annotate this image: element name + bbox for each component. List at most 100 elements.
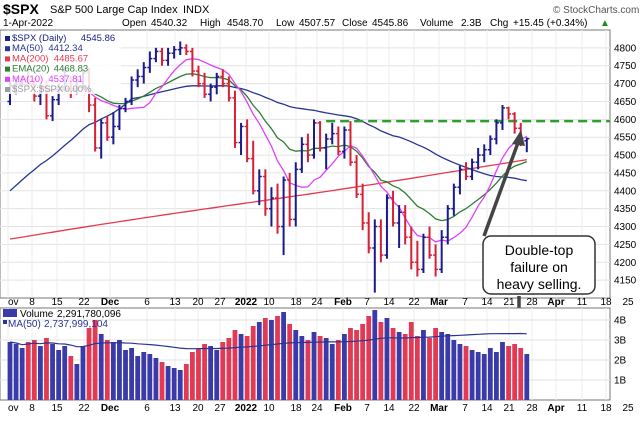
price-bar [299, 137, 305, 173]
legend-label: MA(50) [12, 43, 43, 54]
volume-bar [512, 344, 518, 400]
volume-bar [299, 336, 305, 400]
price-x-tick-label: 14 [383, 297, 395, 308]
volume-x-tick-label: 15 [51, 403, 63, 414]
volume-bar [451, 340, 457, 400]
price-x-axis: ov 8 15 22 Dec 6 13 20 27 2022 10 18 24 Feb 7 14 22 Mar 7 1… [8, 297, 634, 308]
price-bar [262, 169, 268, 216]
price-bar [427, 226, 433, 259]
chart-date: 1-Apr-2022 [3, 18, 53, 29]
volume-bar [250, 326, 256, 400]
volume-x-tick-label: 14 [383, 403, 395, 414]
volume-label: Volume [420, 18, 454, 29]
price-bar [268, 187, 274, 227]
price-bar [135, 69, 141, 88]
volume-bar [141, 352, 147, 400]
price-bar [50, 96, 56, 122]
volume-legend-label: Volume [20, 309, 54, 320]
price-bar [281, 176, 287, 256]
volume-x-tick-label: 13 [169, 403, 181, 414]
price-y-tick-label: 4700 [614, 79, 637, 90]
volume-bar [183, 364, 189, 400]
volume-bar [153, 358, 159, 400]
volume-bar [275, 316, 280, 400]
price-panel: 4150 4200 4250 4300 4350 4400 4450 4500 4550 4600… [0, 29, 637, 346]
legend-swatch [5, 56, 10, 62]
price-bar [220, 69, 226, 88]
volume-bar [360, 324, 366, 400]
price-bar [323, 133, 329, 170]
price-bar [481, 144, 487, 163]
volume-legend-value: 2,291,780,096 [57, 309, 121, 320]
price-bar [110, 112, 116, 145]
price-bar [335, 126, 341, 156]
legend-value: 4412.34 [48, 43, 82, 54]
volume-bar [129, 348, 134, 400]
price-bar [366, 212, 372, 254]
price-x-tick-label: 28 [526, 297, 538, 308]
volume-bar [457, 344, 463, 400]
ema20-line [9, 73, 528, 222]
volume-bar [208, 346, 214, 400]
arrow-up-head-icon [512, 130, 525, 146]
volume-x-tick-label: 11 [577, 403, 588, 414]
volume-bar [159, 362, 165, 400]
price-bar [457, 165, 463, 195]
volume-value: 2.3B [461, 18, 482, 29]
legend-swatch [5, 66, 10, 72]
annotation-line3: heavy selling. [497, 276, 582, 292]
legend-label: $SPX (Daily) [12, 33, 66, 44]
price-y-tick-label: 4500 [614, 151, 637, 162]
volume-bar [214, 350, 220, 400]
price-x-tick-label: 7 [364, 297, 370, 308]
price-bar [451, 183, 457, 216]
price-bar [141, 62, 147, 84]
annotation-box [482, 235, 596, 295]
price-bar [469, 158, 475, 181]
close-value: 4545.86 [372, 18, 409, 29]
brand-label: © StockCharts.com [553, 5, 639, 16]
volume-bar [402, 334, 408, 400]
low-label: Low [276, 18, 295, 29]
price-y-tick-label: 4350 [614, 204, 637, 215]
open-label: Open [122, 18, 146, 29]
chart-header: $SPX S&P 500 Large Cap Index INDX © Stoc… [3, 1, 639, 29]
price-bars [7, 41, 530, 293]
volume-x-tick-label: 25 [622, 403, 634, 414]
legend-value: 0.00% [65, 84, 92, 95]
volume-bar [506, 346, 511, 400]
price-bar [244, 119, 250, 163]
volume-x-tick-label: 18 [600, 403, 612, 414]
price-bar [317, 121, 323, 152]
annotation-line1: Double-top [505, 242, 574, 258]
price-bar [305, 133, 311, 163]
price-bar [396, 205, 402, 248]
price-x-tick-label: 22 [408, 297, 420, 308]
volume-ma-swatch [3, 320, 7, 324]
volume-bar [323, 338, 329, 400]
volume-bar [518, 348, 524, 400]
price-bar [250, 140, 256, 195]
price-bar [402, 205, 408, 245]
price-bar [226, 76, 232, 102]
volume-bar [44, 338, 49, 400]
volume-swatch [3, 309, 17, 317]
price-y-tick-label: 4600 [614, 115, 637, 126]
price-x-tick-label: 6 [144, 297, 150, 308]
legend-value: 4537.81 [48, 74, 82, 85]
price-bar [524, 137, 530, 153]
volume-bar [408, 322, 414, 400]
price-y-tick-label: 4150 [614, 276, 637, 287]
volume-bar [354, 330, 359, 400]
volume-x-tick-label: Apr [547, 403, 564, 414]
volume-bars [7, 310, 530, 400]
price-bar [408, 226, 414, 270]
volume-x-tick-label: 22 [408, 403, 420, 414]
price-bar [202, 72, 208, 98]
price-bar [287, 172, 293, 227]
volume-x-tick-label: 14 [481, 403, 493, 414]
price-bar [275, 183, 281, 234]
legend-item: MA(50) 4412.34 [5, 43, 83, 54]
volume-bar [190, 352, 195, 400]
price-x-tick-label: 14 [481, 297, 493, 308]
